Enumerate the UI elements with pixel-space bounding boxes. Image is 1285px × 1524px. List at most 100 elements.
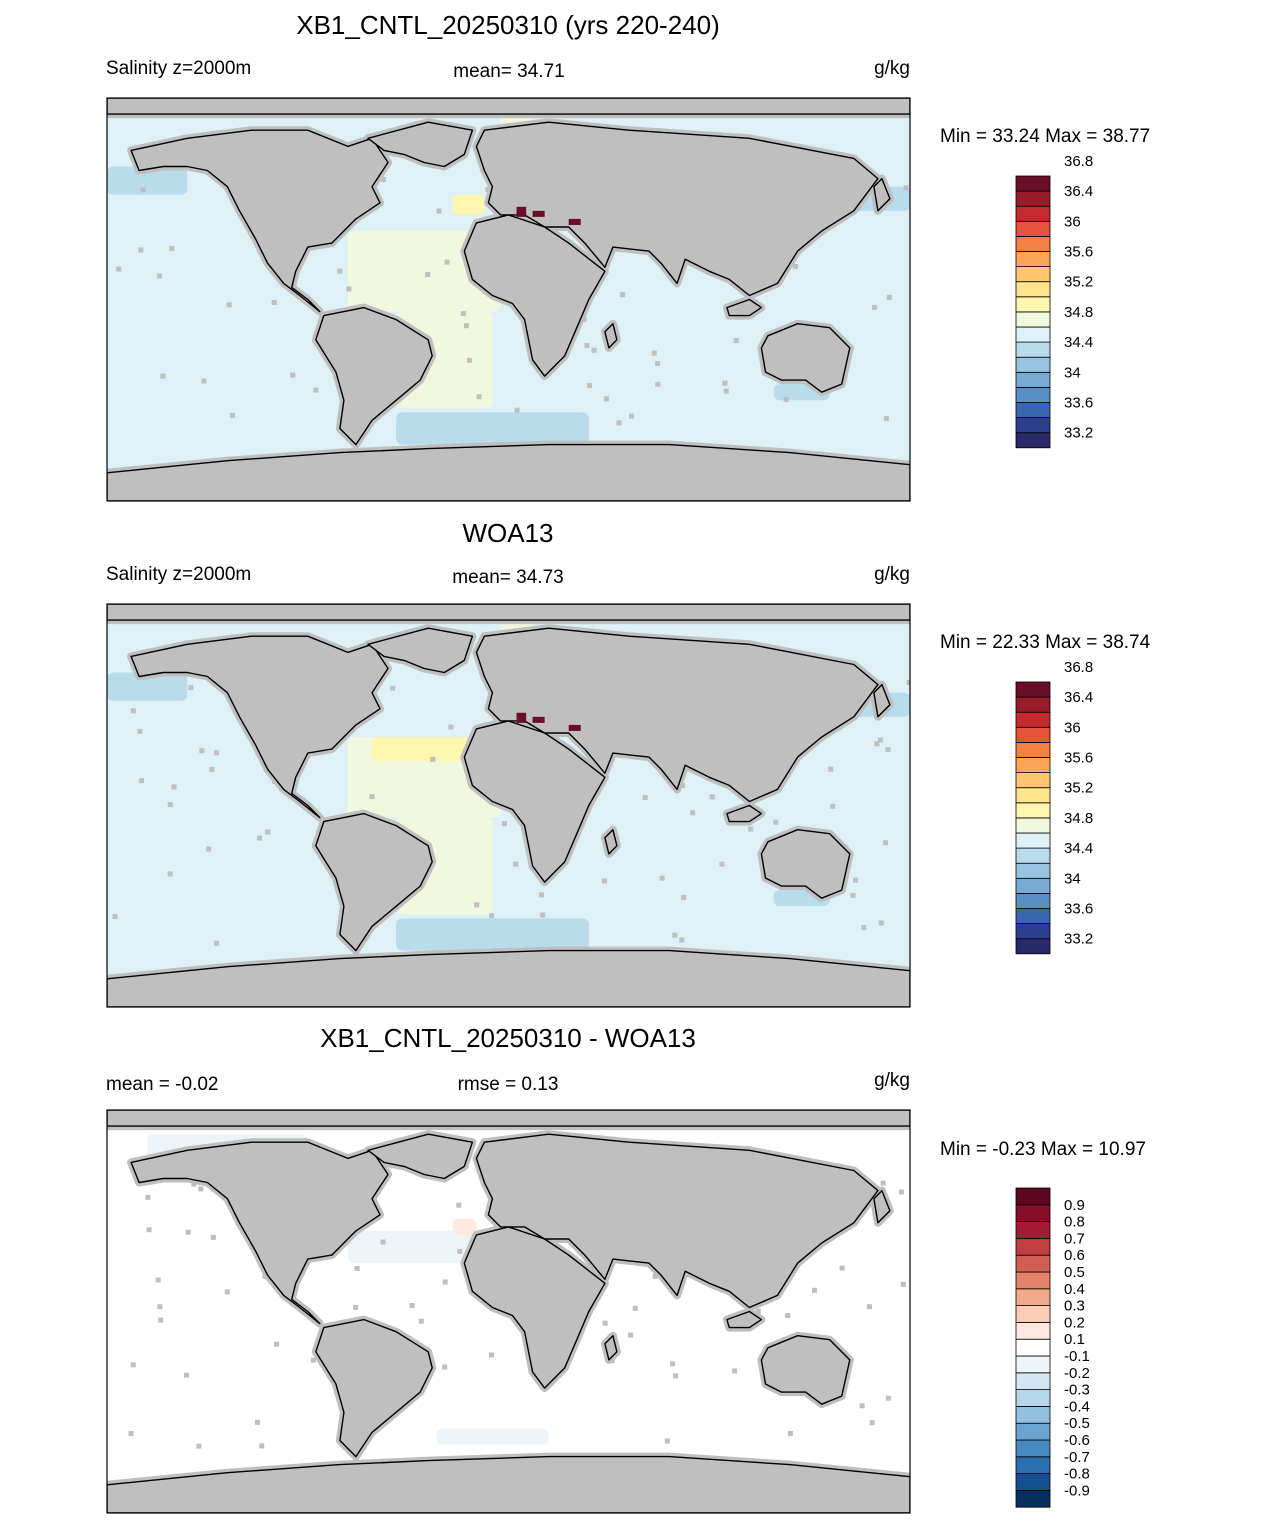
mask-cell	[430, 756, 436, 762]
colorbar-tick-label: -0.6	[1064, 1432, 1090, 1449]
colorbar-swatch	[1015, 1187, 1051, 1206]
colorbar-swatch	[1015, 1254, 1051, 1273]
colorbar-tick-label: 0.4	[1064, 1281, 1085, 1298]
colorbar-swatch	[1015, 1305, 1051, 1323]
mask-cell	[146, 1227, 152, 1233]
mask-cell	[812, 1287, 817, 1293]
mask-cell	[673, 1373, 679, 1379]
colorbar-swatch	[1015, 1422, 1051, 1441]
mask-cell	[651, 350, 657, 356]
mediterranean-region	[568, 724, 581, 731]
colorbar-tick-label: -0.4	[1064, 1398, 1090, 1415]
mask-cell	[602, 1320, 608, 1326]
colorbar-swatch	[1015, 205, 1051, 222]
colorbar-tick-label: 33.2	[1064, 931, 1093, 948]
mask-cell	[886, 294, 892, 300]
colorbar-tick-label: -0.9	[1064, 1482, 1090, 1499]
mask-cell	[130, 708, 136, 714]
coastline	[726, 804, 763, 823]
panel-2-mean-label: mean= 34.73	[452, 567, 563, 588]
mask-cell	[869, 1420, 875, 1426]
coastline	[463, 214, 606, 377]
mediterranean-region	[516, 206, 527, 217]
mask-cell	[670, 1361, 675, 1367]
colorbar-tick-label: 35.2	[1064, 780, 1093, 797]
mask-cell	[514, 407, 520, 413]
colorbar-swatch	[1015, 787, 1051, 804]
colorbar-swatch	[1015, 1221, 1051, 1239]
coastline	[726, 298, 763, 317]
colorbar-swatch	[1015, 386, 1051, 403]
colorbar-swatch	[1015, 772, 1051, 789]
field-region	[452, 1218, 477, 1235]
mask-cell	[587, 383, 593, 389]
panel-2-title: WOA13	[462, 518, 553, 548]
field-region	[436, 1428, 549, 1445]
mask-cell	[184, 1372, 189, 1378]
mask-cell	[839, 1265, 845, 1271]
coastline	[107, 98, 910, 115]
coastline	[604, 323, 618, 349]
mask-cell	[167, 871, 173, 877]
mask-cell	[885, 1395, 891, 1401]
mask-cell	[502, 821, 507, 827]
mask-cell	[878, 920, 884, 926]
mask-cell	[722, 380, 728, 386]
colorbar-tick-label: 33.6	[1064, 901, 1093, 918]
panel-2-minmax-label: Min = 22.33 Max = 38.74	[940, 632, 1151, 653]
colorbar-tick-label: 34.4	[1064, 334, 1093, 351]
mask-cell	[199, 748, 205, 754]
mask-cell	[456, 1202, 462, 1208]
colorbar-swatch	[1015, 1355, 1051, 1374]
colorbar-tick-label: 0.2	[1064, 1314, 1085, 1331]
field-region	[347, 1230, 477, 1264]
mask-cell	[112, 914, 118, 919]
colorbar-swatch	[1015, 817, 1051, 834]
mask-cell	[137, 728, 143, 734]
colorbar-tick-label: -0.7	[1064, 1449, 1090, 1466]
colorbar-swatch	[1015, 711, 1051, 728]
coastline	[604, 829, 618, 855]
mask-cell	[843, 844, 849, 850]
mediterranean-region	[516, 712, 527, 723]
colorbar-tick-label: 35.6	[1064, 750, 1093, 767]
mask-cell	[409, 1303, 415, 1308]
colorbar-tick-label: 0.8	[1064, 1214, 1085, 1231]
mask-cell	[138, 247, 144, 253]
colorbar-swatch	[1015, 802, 1051, 819]
mask-cell	[167, 802, 173, 808]
colorbar-tick-label: 0.7	[1064, 1230, 1085, 1247]
mask-cell	[140, 187, 146, 193]
mask-cell	[591, 347, 597, 353]
coastline	[463, 1226, 606, 1389]
mask-cell	[271, 300, 277, 305]
mask-cell	[425, 272, 431, 277]
panel-3-title: XB1_CNTL_20250310 - WOA13	[320, 1023, 696, 1053]
colorbar-swatch	[1015, 190, 1051, 207]
colorbar-tick-label: 34.8	[1064, 304, 1093, 321]
colorbar-swatch	[1015, 1288, 1051, 1307]
mask-cell	[628, 1332, 634, 1338]
panel-3-map	[107, 1110, 910, 1513]
mask-cell	[128, 1431, 134, 1436]
mask-cell	[337, 268, 343, 274]
mask-cell	[214, 940, 220, 946]
colorbar-tick-label: 0.1	[1064, 1331, 1085, 1348]
coastline	[130, 129, 389, 313]
mask-cell	[616, 420, 622, 426]
panel-3-mean-label: mean = -0.02	[106, 1074, 219, 1095]
mediterranean-region	[532, 716, 545, 723]
mask-cell	[755, 1308, 761, 1314]
mask-cell	[171, 784, 177, 790]
mask-cell	[581, 316, 587, 322]
field-region	[396, 918, 589, 951]
colorbar-swatch	[1015, 1439, 1051, 1458]
mask-cell	[130, 1362, 136, 1368]
colorbar-tick-label: 36.4	[1064, 183, 1093, 200]
mask-cell	[185, 1229, 191, 1235]
colorbar-swatch	[1015, 1456, 1051, 1475]
panel-2-colorbar: 33.2 33.6 34 34.4 34.8 35.2 35.6 36 36.4 36.8	[1015, 659, 1093, 955]
mask-cell	[262, 1273, 268, 1279]
mask-cell	[290, 372, 296, 378]
panel-3-rmse-label: rmse = 0.13	[458, 1074, 559, 1095]
